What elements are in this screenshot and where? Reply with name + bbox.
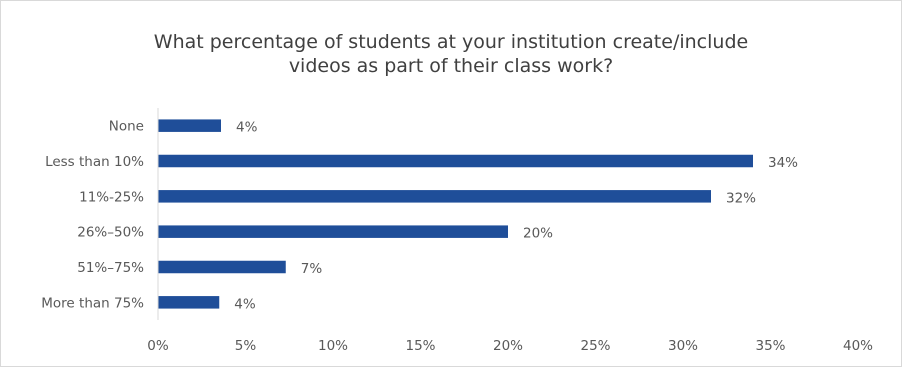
x-tick-label-3: 15% — [405, 338, 435, 354]
category-label-5: More than 75% — [41, 295, 144, 311]
category-label-2: 11%-25% — [79, 189, 144, 205]
bar-0 — [158, 119, 221, 132]
x-tick-label-2: 10% — [318, 338, 348, 354]
chart-title-line-2: videos as part of their class work? — [288, 55, 614, 77]
chart-title-line-1: What percentage of students at your inst… — [153, 31, 749, 53]
bar-2 — [158, 190, 711, 203]
chart-title: What percentage of students at your inst… — [0, 30, 902, 78]
x-tick-label-7: 35% — [755, 338, 785, 354]
data-label-1: 34% — [768, 155, 798, 171]
bar-1 — [158, 154, 753, 168]
x-tick-label-8: 40% — [843, 338, 873, 354]
data-label-3: 20% — [523, 226, 553, 242]
x-tick-label-6: 30% — [668, 338, 698, 354]
category-label-4: 51%–75% — [77, 260, 144, 276]
category-label-1: Less than 10% — [45, 154, 144, 170]
data-label-2: 32% — [726, 190, 756, 206]
bar-5 — [158, 296, 220, 309]
bar-3 — [158, 225, 508, 238]
bars-group — [158, 119, 753, 309]
x-tick-label-1: 5% — [235, 338, 257, 354]
bar-4 — [158, 260, 286, 274]
data-label-5: 4% — [234, 296, 256, 312]
category-label-0: None — [109, 119, 144, 135]
x-tick-labels: 0% 5% 10% 15% 20% 25% 30% 35% 40% — [147, 338, 873, 354]
data-label-4: 7% — [301, 261, 323, 277]
category-labels: None Less than 10% 11%-25% 26%–50% 51%–75% Mo… — [41, 119, 144, 312]
x-tick-label-0: 0% — [147, 338, 169, 354]
x-tick-label-4: 20% — [493, 338, 523, 354]
data-label-0: 4% — [236, 120, 258, 136]
data-labels: 4% 34% 32% 20% 7% 4% — [234, 120, 798, 313]
x-tick-label-5: 25% — [580, 338, 610, 354]
category-label-3: 26%–50% — [77, 225, 144, 241]
